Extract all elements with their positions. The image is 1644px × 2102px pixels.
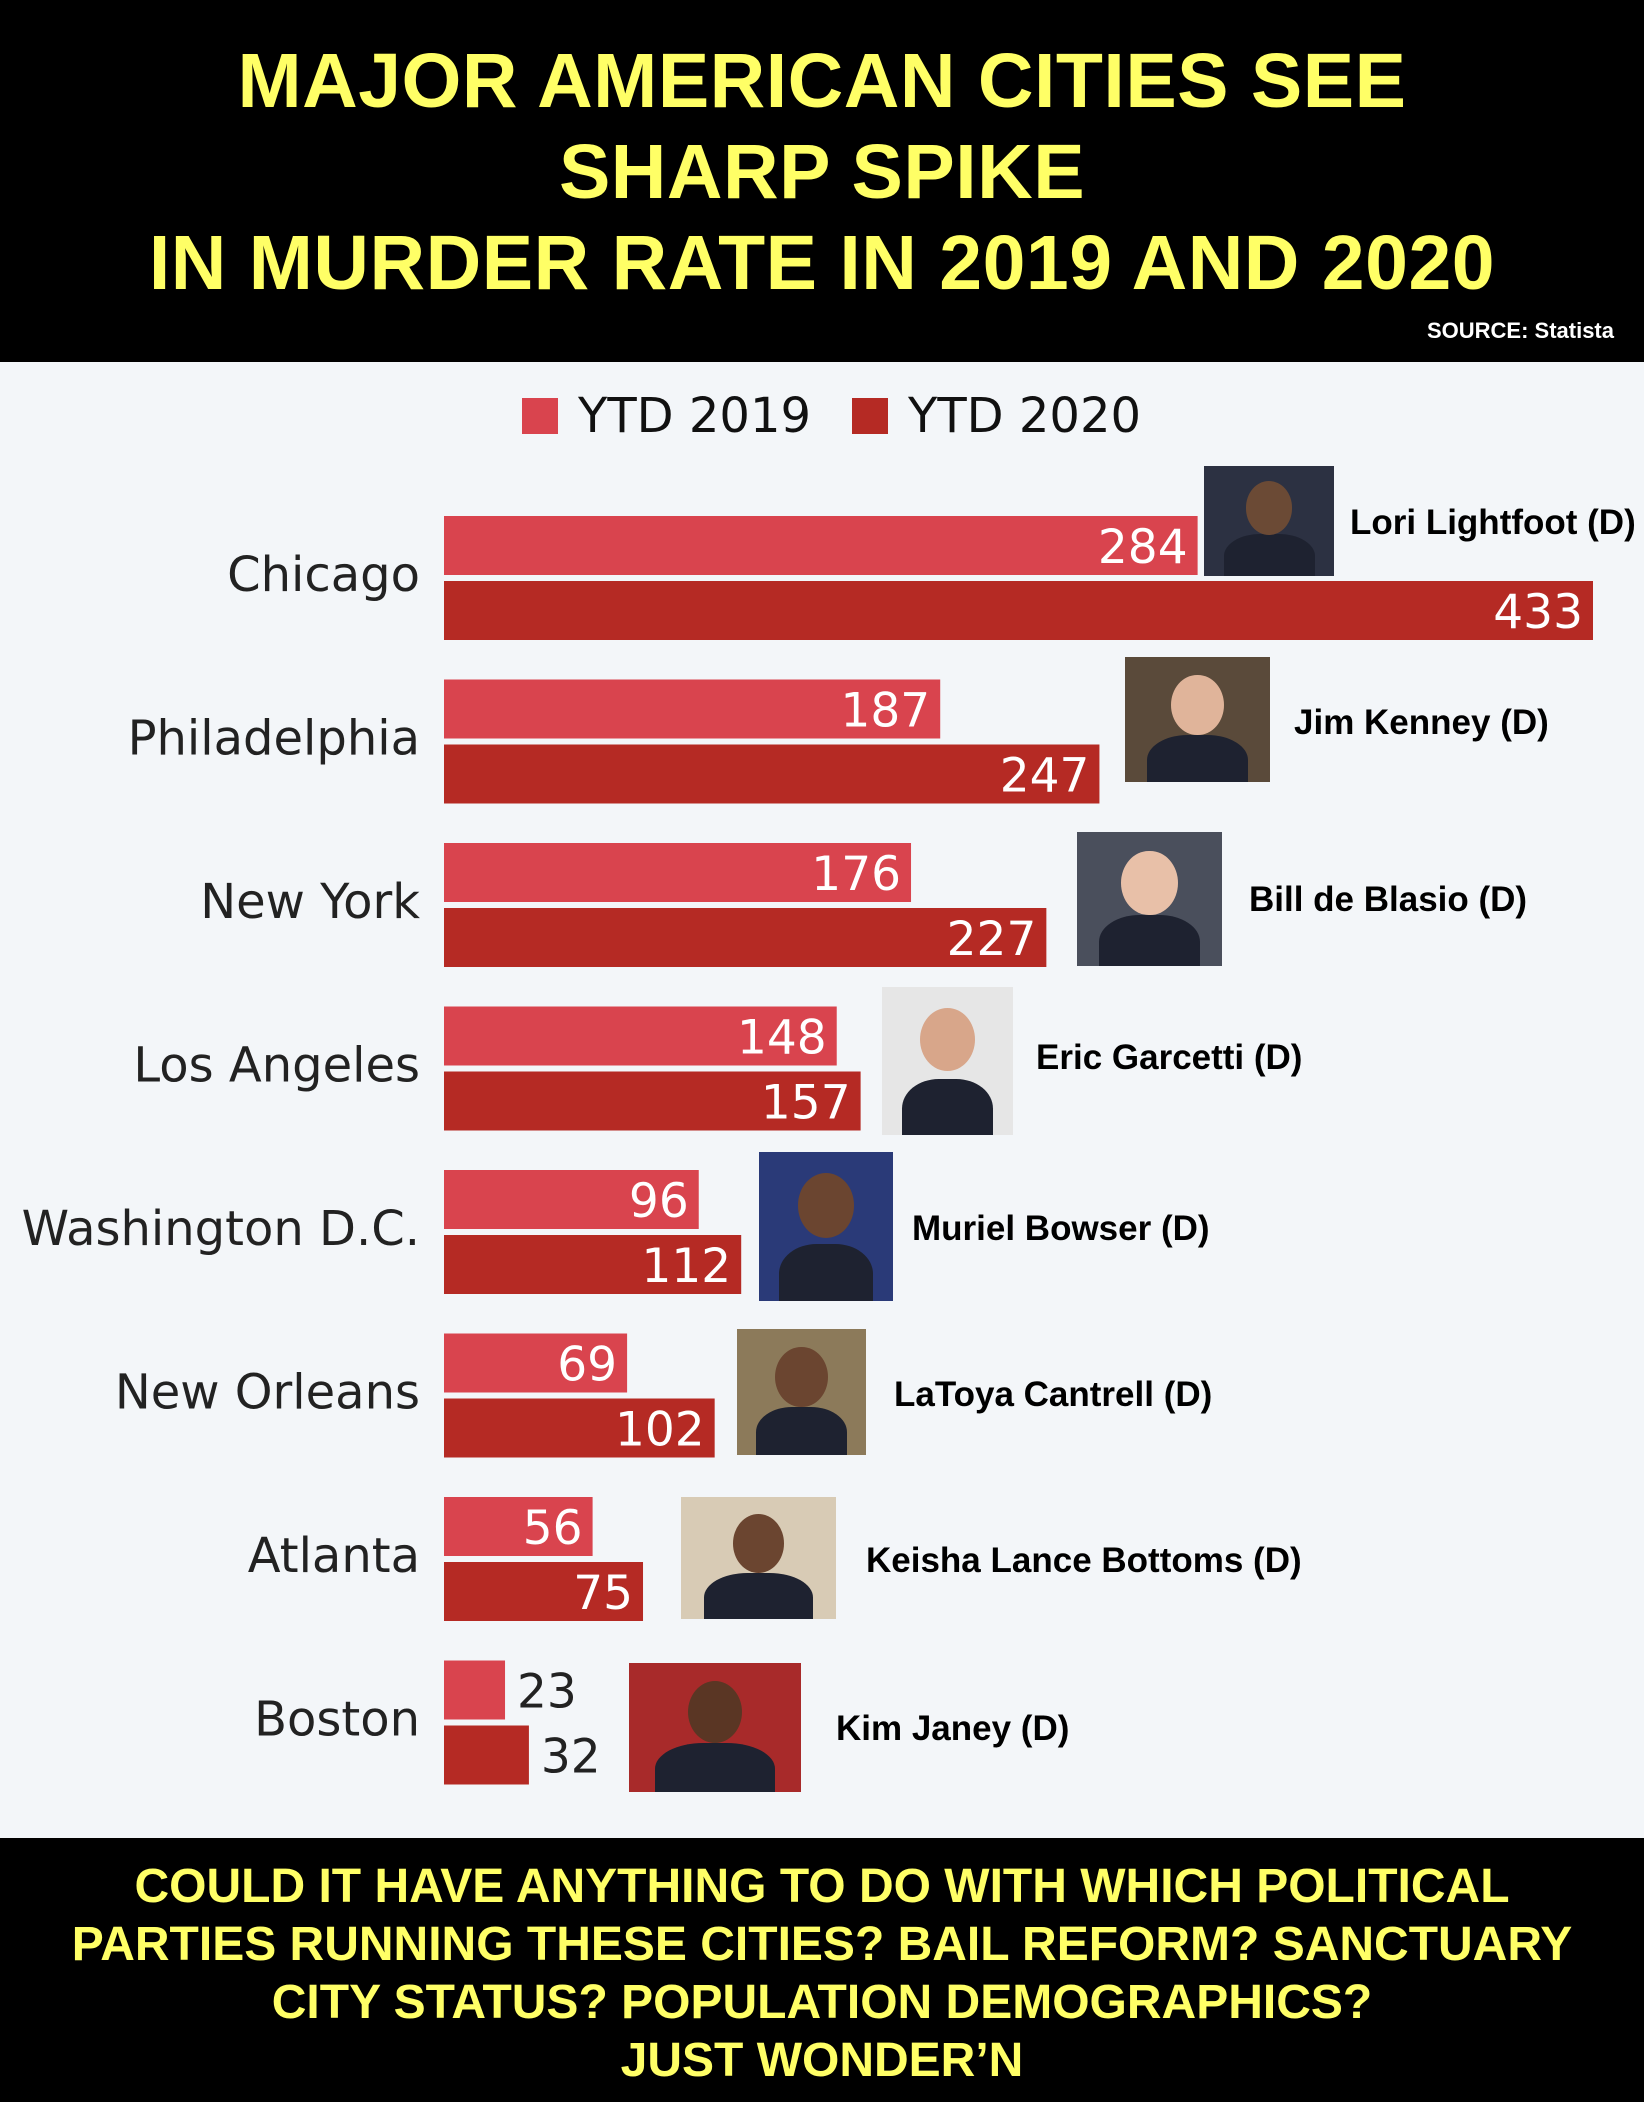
category-label: Washington D.C.: [22, 1201, 420, 1257]
bar-ytd2020: [444, 1725, 529, 1785]
mayor-name: Jim Kenney (D): [1294, 703, 1549, 742]
data-label: 23: [517, 1665, 577, 1720]
data-label: 433: [1493, 585, 1583, 640]
data-label: 112: [641, 1239, 731, 1294]
mayor-name: LaToya Cantrell (D): [894, 1375, 1213, 1414]
category-label: New Orleans: [115, 1365, 420, 1421]
data-label: 56: [523, 1501, 583, 1556]
mayor-photo-head: [732, 1514, 785, 1573]
legend-swatch-1: [522, 398, 558, 434]
mayor-photo-body: [1223, 534, 1315, 576]
data-label: 284: [1098, 520, 1188, 575]
header-banner: MAJOR AMERICAN CITIES SEE SHARP SPIKE IN…: [0, 0, 1644, 362]
bar-ytd2019: [444, 1497, 593, 1556]
mayor-name: Bill de Blasio (D): [1249, 880, 1528, 919]
mayor-photo-head: [797, 1172, 855, 1238]
footer-line-2: PARTIES RUNNING THESE CITIES? BAIL REFOR…: [71, 1918, 1573, 1971]
bar-ytd2020: [444, 1562, 644, 1621]
category-label: Philadelphia: [128, 711, 420, 767]
mayor-photo: [759, 1152, 893, 1301]
title-line-3: IN MURDER RATE IN 2019 AND 2020: [148, 220, 1496, 306]
bar-ytd2020: [444, 908, 1047, 967]
data-label: 96: [629, 1174, 689, 1229]
category-label: Boston: [254, 1692, 420, 1748]
mayor-photo-head: [1245, 481, 1293, 535]
mayor-photo-head: [687, 1681, 743, 1744]
bar-ytd2020: [444, 744, 1100, 804]
mayor-photo-head: [775, 1346, 828, 1408]
mayor-photo-head: [1121, 850, 1178, 916]
bar-ytd2019: [444, 1170, 699, 1229]
data-label: 247: [1000, 749, 1090, 804]
bar-ytd2019: [444, 516, 1198, 575]
data-label: 75: [573, 1566, 633, 1621]
bar-chart: YTD 2019 YTD 2020 Chicago 284 433 Philadelphi…: [22, 388, 1593, 1785]
mayor-name: Kim Janey (D): [836, 1709, 1070, 1748]
legend-label-2: YTD 2020: [907, 388, 1141, 444]
mayor-photo-head: [1171, 674, 1224, 735]
bar-ytd2020: [444, 1071, 861, 1131]
bar-ytd2020: [444, 581, 1593, 640]
mayor-photo: [1125, 657, 1270, 782]
footer-banner: COULD IT HAVE ANYTHING TO DO WITH WHICH …: [0, 1838, 1644, 2102]
data-label: 187: [841, 684, 931, 739]
mayor-photo-body: [901, 1078, 994, 1135]
bar-ytd2019: [444, 1006, 837, 1066]
bar-ytd2019: [444, 1660, 506, 1720]
mayor-name: Keisha Lance Bottoms (D): [866, 1541, 1302, 1580]
data-label: 157: [761, 1076, 851, 1131]
mayor-photo-body: [1146, 734, 1249, 782]
mayor-photo: [681, 1497, 836, 1619]
mayor-photo: [629, 1663, 801, 1792]
data-label: 227: [947, 912, 1037, 967]
mayor-photo-body: [756, 1407, 847, 1455]
bar-ytd2019: [444, 843, 912, 902]
bar-ytd2019: [444, 1333, 628, 1393]
mayor-name: Lori Lightfoot (D): [1350, 503, 1636, 542]
bar-ytd2020: [444, 1235, 742, 1294]
source-label: SOURCE: Statista: [1426, 318, 1614, 343]
title-line-2: SHARP SPIKE: [558, 129, 1086, 215]
legend-label-1: YTD 2019: [577, 388, 811, 444]
legend-swatch-2: [852, 398, 888, 434]
mayor-photo-body: [654, 1742, 776, 1792]
mayor-photo-body: [704, 1572, 813, 1619]
data-label: 32: [541, 1730, 601, 1785]
mayor-photo-body: [1098, 915, 1201, 966]
mayor-photo: [1204, 466, 1334, 576]
data-label: 176: [811, 847, 901, 902]
title-line-1: MAJOR AMERICAN CITIES SEE: [237, 38, 1407, 124]
bar-ytd2019: [444, 679, 941, 739]
footer-line-3: CITY STATUS? POPULATION DEMOGRAPHICS?: [271, 1976, 1373, 2029]
mayor-photo: [737, 1329, 866, 1455]
bar-ytd2020: [444, 1398, 715, 1458]
category-label: Los Angeles: [133, 1038, 420, 1094]
mayor-photo: [1077, 832, 1222, 966]
mayor-name: Muriel Bowser (D): [912, 1209, 1210, 1248]
data-label: 102: [615, 1403, 705, 1458]
mayor-photo-head: [919, 1007, 975, 1071]
mayor-name: Eric Garcetti (D): [1036, 1038, 1303, 1077]
category-label: Atlanta: [248, 1528, 420, 1584]
data-label: 148: [737, 1011, 827, 1066]
mayor-photo-body: [779, 1244, 873, 1301]
category-label: New York: [200, 874, 420, 930]
footer-line-1: COULD IT HAVE ANYTHING TO DO WITH WHICH …: [134, 1860, 1510, 1913]
mayor-photo: [882, 987, 1013, 1135]
data-label: 69: [557, 1338, 617, 1393]
footer-line-4: JUST WONDER’N: [620, 2034, 1024, 2087]
category-label: Chicago: [227, 547, 420, 603]
